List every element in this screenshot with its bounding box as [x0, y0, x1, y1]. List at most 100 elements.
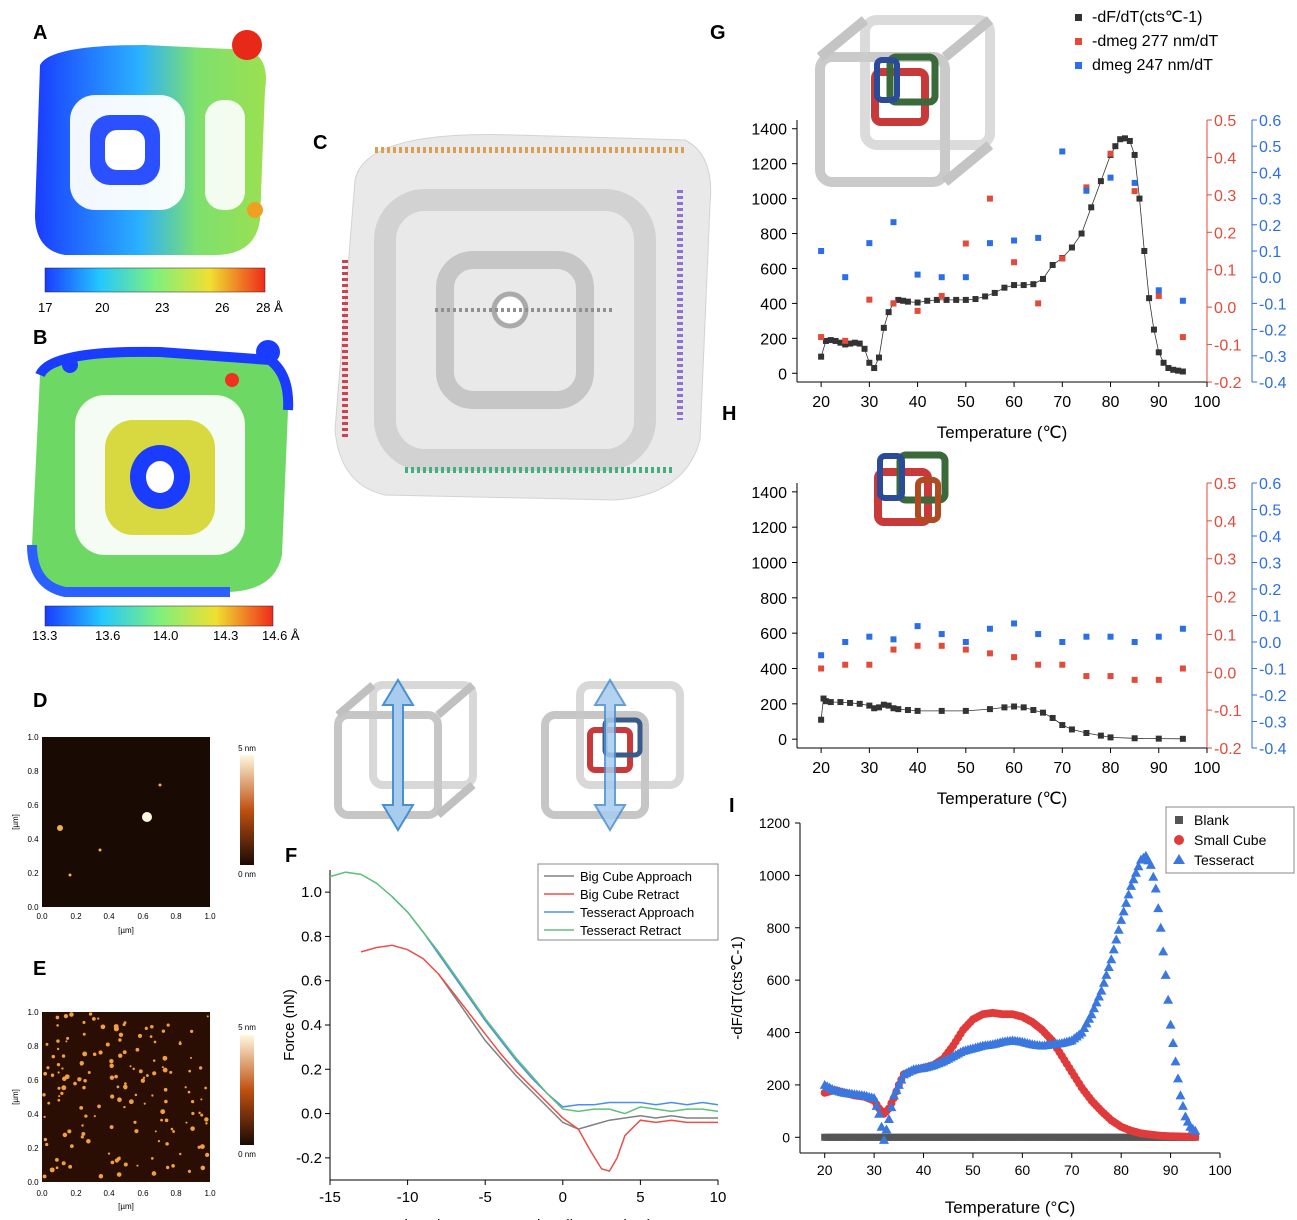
data-point — [890, 705, 897, 712]
afm-d-ytick: 0.0 — [27, 903, 39, 912]
x-tick-label: 80 — [1102, 760, 1120, 777]
afm-d-xtick: 0.8 — [170, 912, 182, 921]
data-point — [1131, 188, 1138, 195]
y3-tick-label: 0.6 — [1259, 113, 1281, 130]
afm-particle — [79, 1105, 84, 1110]
afm-particle — [81, 1131, 86, 1136]
afm-particle — [137, 1033, 143, 1038]
afm-particle — [162, 1055, 168, 1061]
x-tick-label: 80 — [1113, 1162, 1129, 1178]
afm-particle — [150, 1157, 154, 1160]
afm-particle — [98, 1050, 103, 1055]
x-tick-label: 60 — [1005, 394, 1023, 411]
afm-particle — [60, 1091, 64, 1095]
data-point — [1083, 187, 1090, 194]
afm-e-xtick: 1.0 — [204, 1189, 216, 1198]
afm-particles-e — [42, 1012, 210, 1179]
colorbar-a — [44, 267, 266, 293]
afm-particle — [84, 1114, 88, 1118]
data-point — [1141, 248, 1148, 254]
data-point — [1101, 969, 1112, 979]
afm-particle — [98, 1174, 104, 1179]
tesseract-icon-g — [815, 15, 995, 187]
data-point — [876, 354, 882, 361]
data-point — [851, 339, 858, 346]
afm-particle — [123, 1105, 126, 1109]
data-point — [1121, 897, 1132, 907]
afm-particle — [61, 1054, 66, 1058]
y3-tick-label: 0.1 — [1259, 609, 1281, 626]
y2-tick-label: 0.2 — [1214, 590, 1236, 607]
x-tick-label: 20 — [812, 394, 830, 411]
afm-e-ytick: 0.8 — [27, 1042, 39, 1051]
y2-tick-label: 0.2 — [1214, 225, 1236, 242]
data-point — [938, 707, 945, 714]
y2-tick-label: 0.4 — [1214, 150, 1236, 167]
afm-particle — [161, 1029, 166, 1033]
y-tick-label: 0 — [778, 366, 787, 383]
y-tick-label: 200 — [760, 697, 787, 714]
afm-particle — [61, 1067, 64, 1070]
panel-label-h: H — [722, 403, 737, 425]
data-point — [962, 296, 969, 303]
y-tick-label: 1000 — [751, 192, 787, 209]
afm-particle — [140, 1078, 146, 1083]
data-point — [1155, 349, 1162, 356]
afm-particle — [70, 1144, 74, 1148]
afm-d-xtick: 0.2 — [70, 912, 82, 921]
afm-e-xtick: 0.6 — [137, 1189, 149, 1198]
afm-e-xtick: 0.2 — [70, 1189, 82, 1198]
data-point — [895, 296, 902, 303]
data-point — [1107, 150, 1114, 157]
x-tick-label: 40 — [909, 394, 927, 411]
data-point — [842, 661, 849, 668]
panel-label-c: C — [313, 132, 328, 154]
data-point — [1131, 179, 1138, 186]
data-point — [1113, 924, 1124, 934]
x-tick-label: 100 — [1208, 1162, 1232, 1178]
y-tick-label: 0 — [782, 1129, 790, 1145]
data-point — [1097, 732, 1104, 739]
data-point — [1084, 1013, 1095, 1023]
legend-label: Tesseract Approach — [580, 905, 694, 920]
legend-swatch — [1075, 38, 1082, 45]
afm-particle — [50, 1073, 55, 1077]
y2-tick-label: 0.0 — [1214, 300, 1236, 317]
afm-particle — [57, 1086, 61, 1090]
data-point — [1096, 985, 1107, 995]
afm-particle — [169, 1070, 173, 1074]
afm-d-ytick: 0.6 — [27, 801, 39, 810]
y2-tick-label: 0.3 — [1214, 188, 1236, 205]
x-tick-label: 90 — [1150, 760, 1168, 777]
afm-e-scale-bottom: 0 nm — [238, 1150, 256, 1159]
data-point — [876, 1121, 887, 1131]
data-point — [938, 631, 945, 638]
data-point — [1083, 633, 1090, 640]
afm-particle — [145, 1074, 149, 1077]
y-tick-label: 1.0 — [301, 884, 322, 901]
data-point — [972, 296, 979, 303]
data-point — [924, 297, 931, 304]
afm-particle — [56, 1047, 60, 1051]
afm-d-xtick: 0.0 — [36, 912, 48, 921]
afm-particle — [190, 1100, 195, 1104]
panel-label-g: G — [710, 22, 726, 44]
y3-tick-label: 0.2 — [1259, 582, 1281, 599]
y-tick-label: 1000 — [759, 867, 790, 883]
y-tick-label: 0 — [778, 732, 787, 749]
y2-tick-label: -0.1 — [1214, 703, 1242, 720]
x-tick-label: 50 — [965, 1162, 981, 1178]
data-point — [986, 625, 993, 632]
data-point — [818, 652, 825, 659]
x-tick-label: 20 — [817, 1162, 833, 1178]
y2-tick-label: -0.2 — [1214, 741, 1242, 758]
data-point — [1179, 665, 1186, 672]
series-line — [437, 973, 718, 1130]
data-point — [1179, 625, 1186, 632]
y3-tick-label: -0.4 — [1259, 741, 1287, 758]
tesseract-icon-f — [541, 678, 684, 832]
data-point — [1059, 661, 1066, 668]
afm-particle — [162, 1067, 168, 1073]
data-point — [837, 699, 844, 706]
x-axis-label: Tip-substrate seperation distance (nm) — [396, 1217, 652, 1220]
